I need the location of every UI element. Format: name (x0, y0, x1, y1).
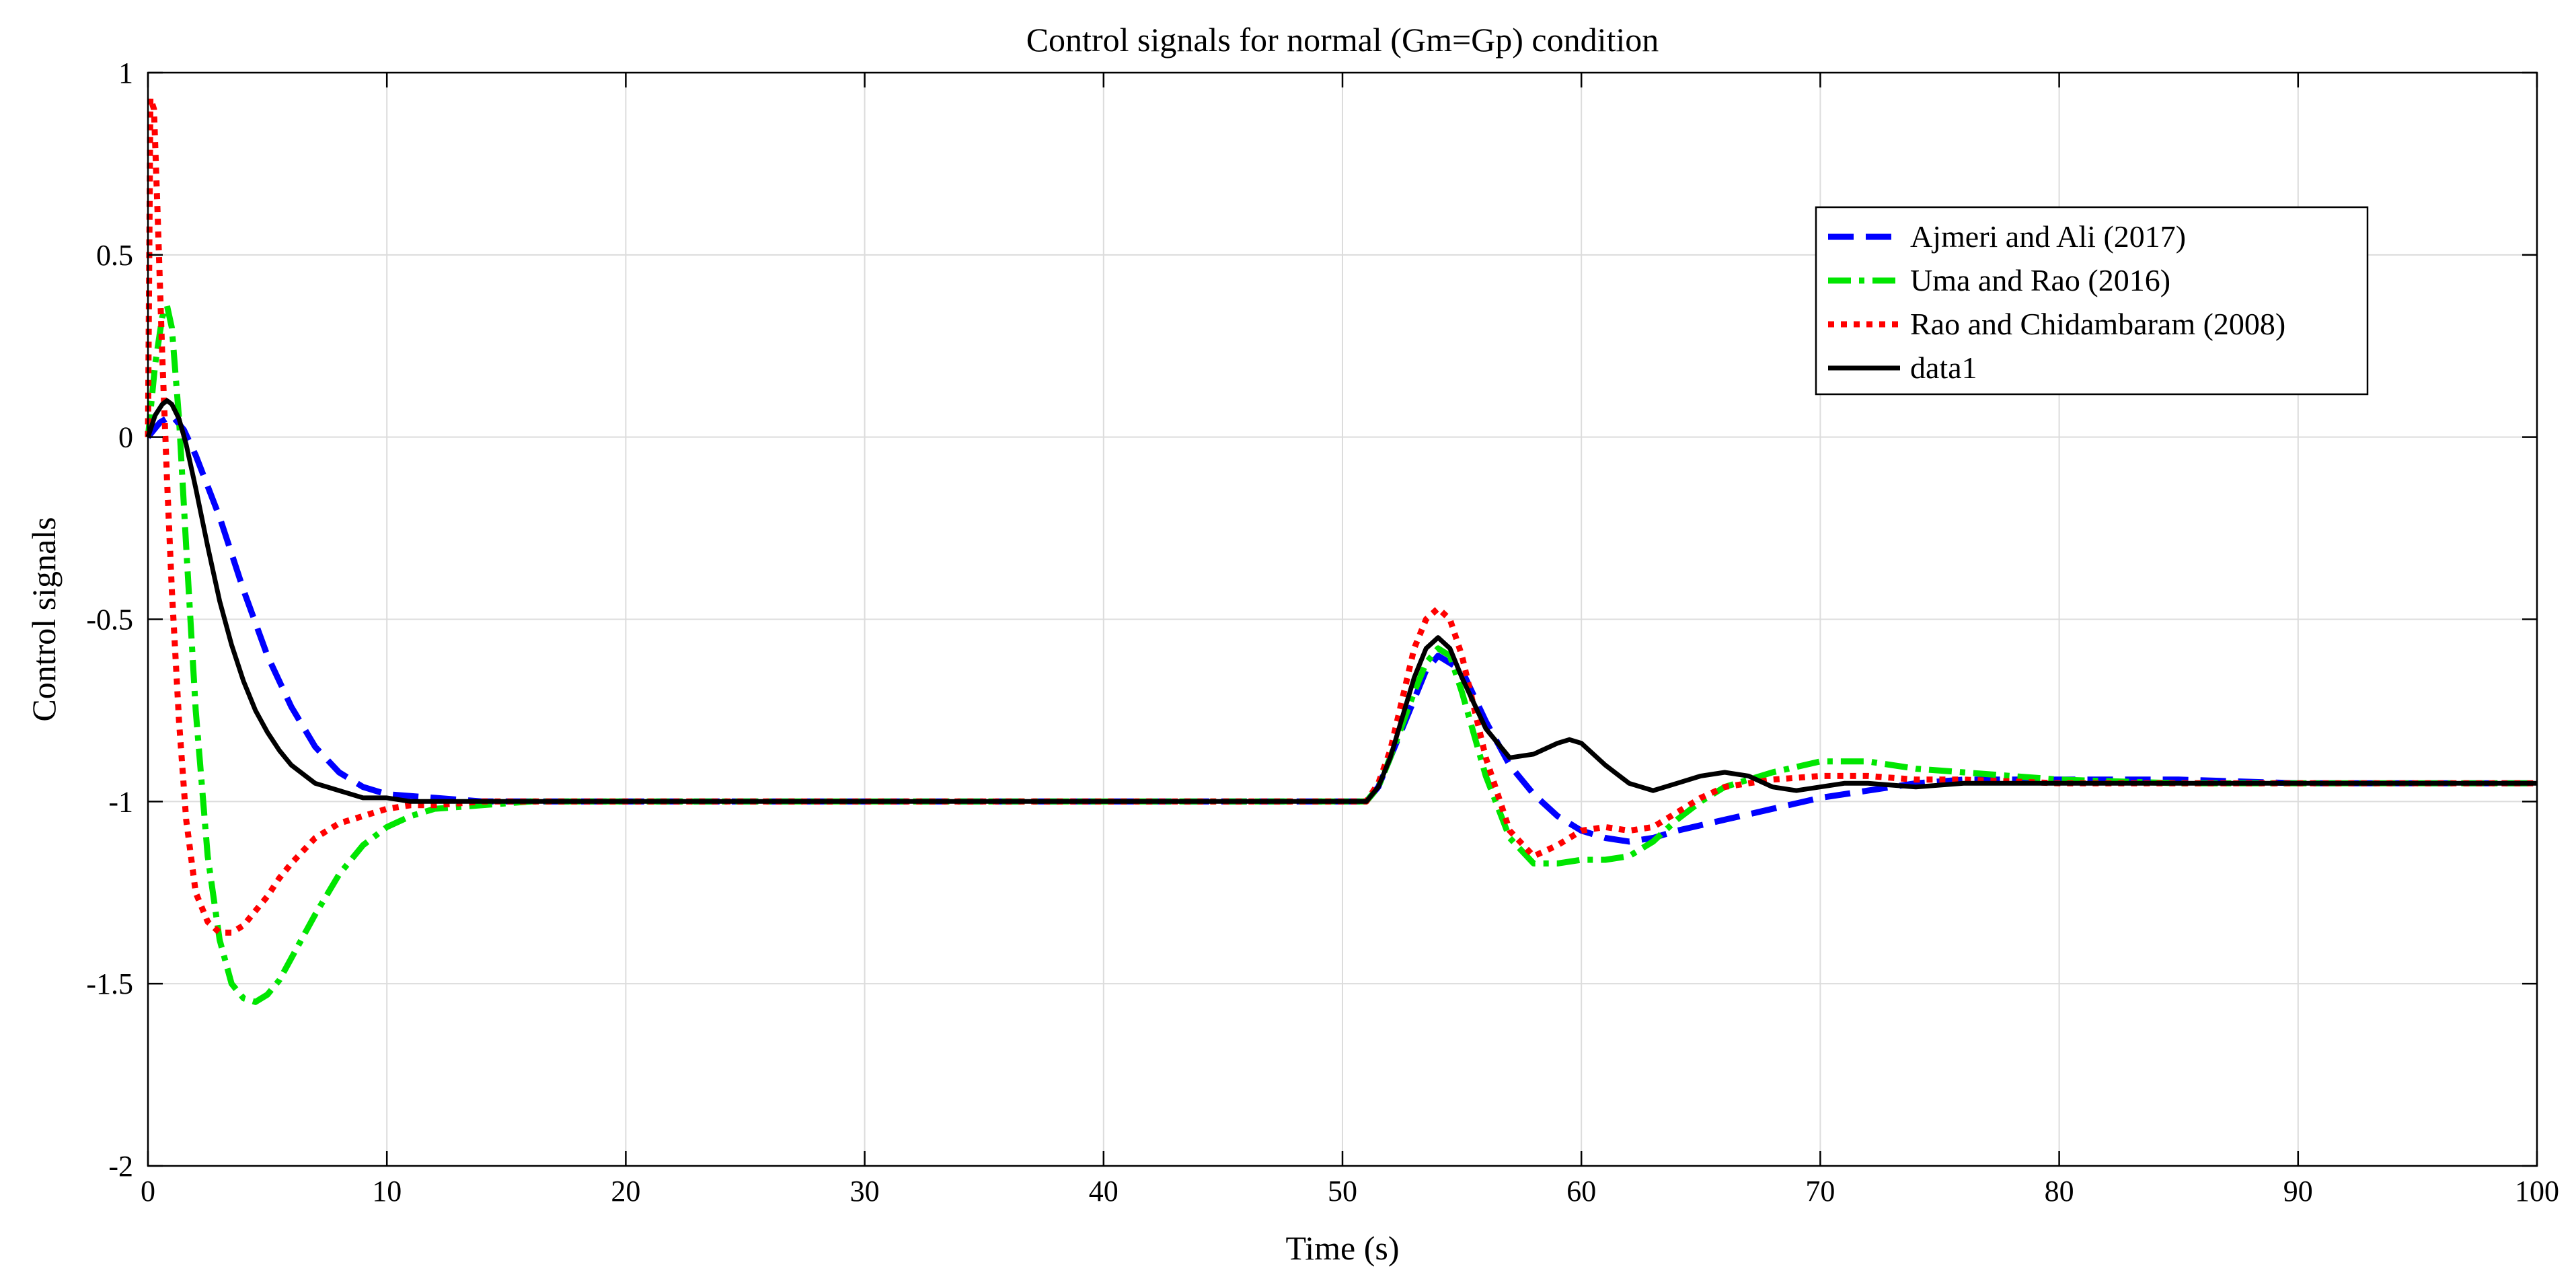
legend-entry-label: Rao and Chidambaram (2008) (1910, 307, 2285, 341)
x-tick-label: 10 (372, 1175, 402, 1208)
x-tick-label: 100 (2515, 1175, 2559, 1208)
y-axis-label: Control signals (25, 517, 63, 721)
legend-box (1815, 206, 2369, 396)
series-line-4 (145, 398, 2537, 804)
x-tick-label: 40 (1089, 1175, 1119, 1208)
legend-entry-label: Uma and Rao (2016) (1910, 263, 2170, 297)
y-tick-label: -1 (108, 785, 133, 818)
x-tick-label: 0 (141, 1175, 155, 1208)
y-tick-label: -0.5 (86, 603, 133, 636)
x-tick-label: 50 (1328, 1175, 1357, 1208)
y-tick-label: 0.5 (96, 239, 133, 272)
x-tick-label: 90 (2283, 1175, 2313, 1208)
x-tick-label: 80 (2045, 1175, 2074, 1208)
x-tick-label: 60 (1566, 1175, 1596, 1208)
legend-entries: Ajmeri and Ali (2017) Uma and Rao (2016) R… (1828, 219, 2285, 385)
legend: Ajmeri and Ali (2017) Uma and Rao (2016) R… (1815, 206, 2369, 396)
chart-title: Control signals for normal (Gm=Gp) condi… (1026, 21, 1659, 59)
series-lines (145, 95, 2537, 1005)
axis-ticks (147, 71, 2538, 1167)
x-tick-label: 70 (1805, 1175, 1835, 1208)
x-axis-label: Time (s) (1285, 1229, 1399, 1267)
x-tick-label: 20 (611, 1175, 640, 1208)
legend-entry-label: Ajmeri and Ali (2017) (1910, 219, 2186, 254)
y-tick-label: 1 (118, 57, 133, 89)
legend-entry-label: data1 (1910, 351, 1977, 385)
y-tick-label: -2 (108, 1150, 133, 1183)
tick-labels: 0 10 20 30 40 50 60 70 80 90 100 -2 -1.5 -1 -0.5 0 0.5 1 (86, 57, 2559, 1208)
y-tick-label: 0 (118, 421, 133, 454)
x-tick-label: 30 (850, 1175, 880, 1208)
y-tick-label: -1.5 (86, 967, 133, 1000)
